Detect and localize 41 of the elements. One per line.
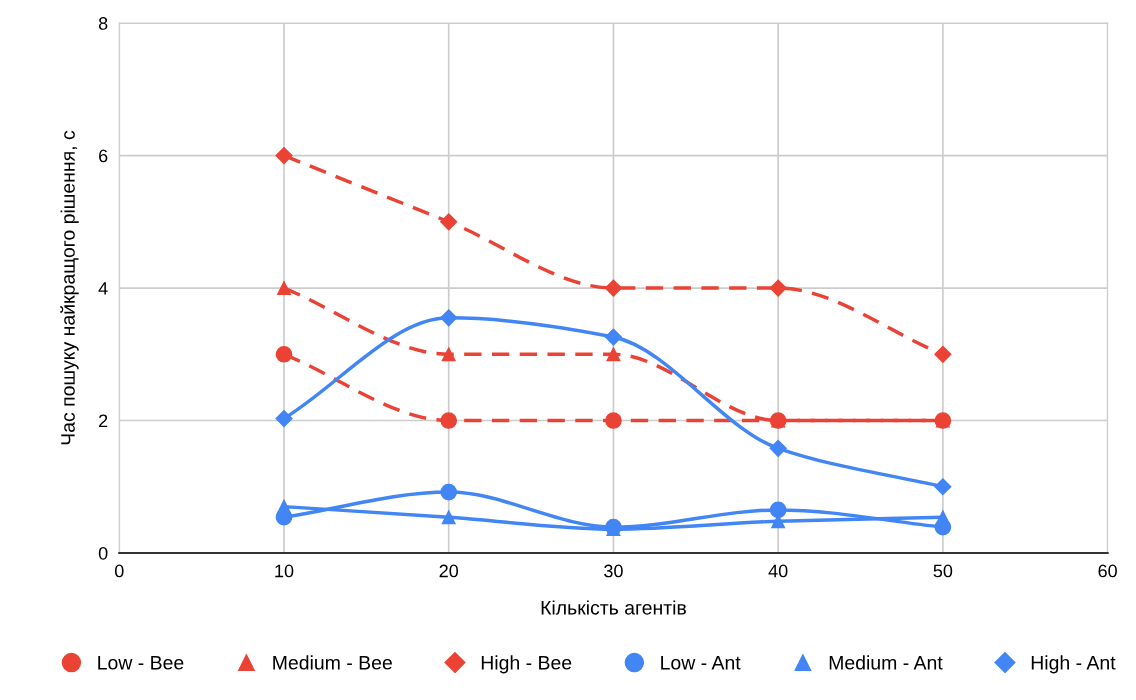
point <box>275 147 293 165</box>
point <box>440 309 458 327</box>
point <box>275 409 293 428</box>
point <box>604 279 622 297</box>
legend-label: High - Bee <box>481 655 572 674</box>
x-tick-label: 50 <box>933 564 953 578</box>
y-tick-label: 0 <box>98 546 108 560</box>
y-tick-label: 4 <box>98 282 108 295</box>
x-tick-label: 60 <box>1098 564 1117 578</box>
x-tick-label: 10 <box>275 564 294 578</box>
point <box>934 345 952 363</box>
point <box>277 281 291 295</box>
x-tick-label: 20 <box>439 564 459 578</box>
legend-label: Medium - Ant <box>829 655 943 670</box>
point <box>277 499 291 514</box>
point <box>935 510 950 525</box>
y-tick-label: 2 <box>99 414 108 428</box>
legend-label: High - Ant <box>1031 655 1116 674</box>
point <box>769 439 787 457</box>
legend-label: Medium - Bee <box>273 655 392 670</box>
point <box>440 213 458 231</box>
point <box>769 279 787 297</box>
x-tick-label: 0 <box>114 564 124 578</box>
point <box>604 328 622 346</box>
legend-label: Low - Ant <box>661 656 741 670</box>
point <box>606 347 621 362</box>
legend-label: Low - Bee <box>98 656 184 670</box>
x-tick-label: 30 <box>604 564 623 578</box>
point <box>441 347 456 362</box>
point <box>605 412 622 429</box>
y-axis-title: Час пошуку найкращого рішення, с <box>60 130 79 445</box>
point <box>441 510 456 525</box>
x-tick-label: 40 <box>768 564 788 578</box>
point <box>769 501 787 519</box>
point <box>275 345 293 363</box>
y-tick-label: 8 <box>98 17 108 30</box>
y-tick-label: 6 <box>99 149 108 163</box>
point <box>934 478 952 496</box>
point <box>440 412 458 429</box>
x-axis-title: Кількість агентів <box>541 600 686 615</box>
point <box>440 483 458 501</box>
